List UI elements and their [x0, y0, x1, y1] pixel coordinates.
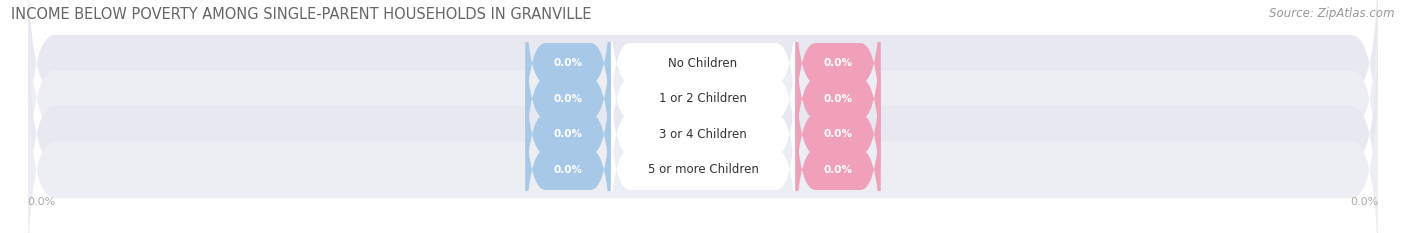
FancyBboxPatch shape	[796, 13, 880, 185]
FancyBboxPatch shape	[28, 21, 1378, 233]
Text: 0.0%: 0.0%	[824, 94, 852, 104]
FancyBboxPatch shape	[610, 0, 796, 150]
FancyBboxPatch shape	[610, 48, 796, 220]
FancyBboxPatch shape	[526, 13, 610, 185]
FancyBboxPatch shape	[526, 0, 610, 150]
FancyBboxPatch shape	[28, 56, 1378, 233]
FancyBboxPatch shape	[526, 48, 610, 220]
FancyBboxPatch shape	[526, 83, 610, 233]
FancyBboxPatch shape	[610, 83, 796, 233]
Text: No Children: No Children	[668, 57, 738, 70]
FancyBboxPatch shape	[796, 48, 880, 220]
Text: 0.0%: 0.0%	[824, 165, 852, 175]
Text: INCOME BELOW POVERTY AMONG SINGLE-PARENT HOUSEHOLDS IN GRANVILLE: INCOME BELOW POVERTY AMONG SINGLE-PARENT…	[11, 7, 592, 22]
Text: Source: ZipAtlas.com: Source: ZipAtlas.com	[1270, 7, 1395, 20]
FancyBboxPatch shape	[28, 0, 1378, 177]
Text: 3 or 4 Children: 3 or 4 Children	[659, 128, 747, 141]
FancyBboxPatch shape	[796, 83, 880, 233]
Text: 0.0%: 0.0%	[554, 129, 582, 139]
Text: 0.0%: 0.0%	[554, 58, 582, 68]
Text: 5 or more Children: 5 or more Children	[648, 163, 758, 176]
FancyBboxPatch shape	[610, 13, 796, 185]
Text: 1 or 2 Children: 1 or 2 Children	[659, 92, 747, 105]
FancyBboxPatch shape	[28, 0, 1378, 212]
Text: 0.0%: 0.0%	[554, 165, 582, 175]
Text: 0.0%: 0.0%	[824, 129, 852, 139]
FancyBboxPatch shape	[796, 0, 880, 150]
Text: 0.0%: 0.0%	[554, 94, 582, 104]
Text: 0.0%: 0.0%	[824, 58, 852, 68]
